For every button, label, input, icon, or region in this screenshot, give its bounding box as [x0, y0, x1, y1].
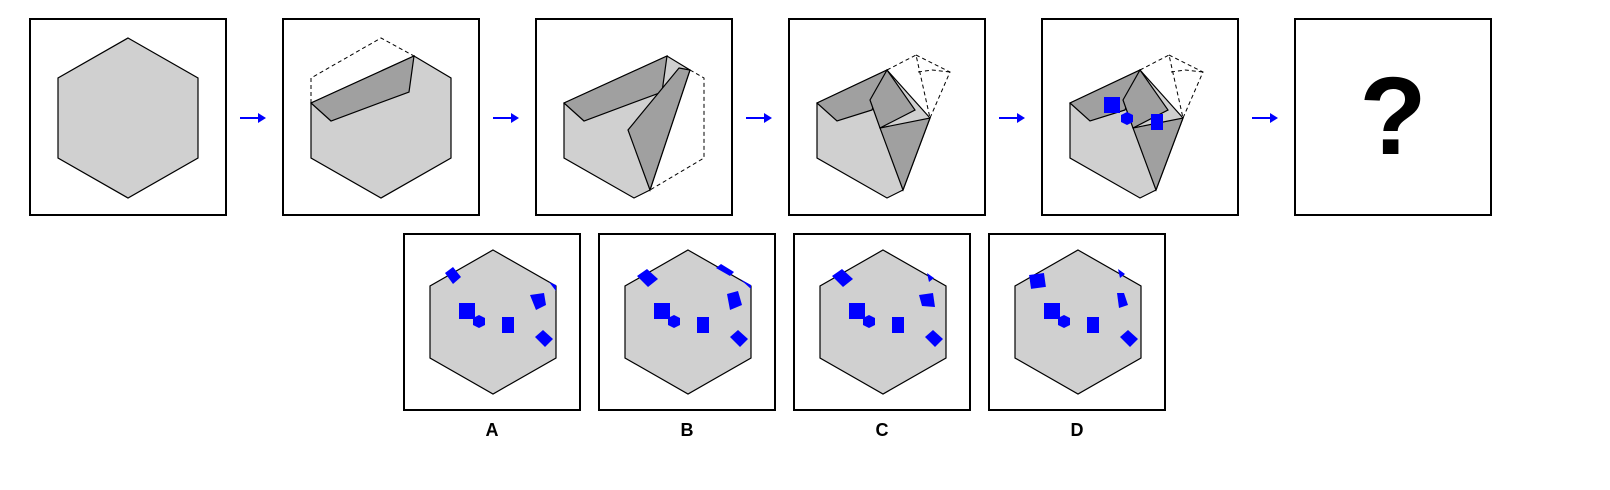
hole-top-left	[1029, 272, 1046, 289]
hole-rectangle	[1087, 317, 1099, 333]
hole-rectangle	[502, 317, 514, 333]
option-c-figure	[819, 249, 947, 395]
option-b-label[interactable]: B	[680, 420, 694, 440]
option-a-figure	[429, 249, 557, 395]
hole-square	[459, 303, 475, 319]
hole-square	[1044, 303, 1060, 319]
hole-right-middle	[530, 293, 546, 310]
hole-top-right-edge	[740, 279, 751, 289]
hole-square	[654, 303, 670, 319]
hole-square	[849, 303, 865, 319]
hole-right-middle	[1117, 293, 1128, 308]
hole-right-lower	[730, 330, 748, 347]
square-hole	[1104, 97, 1120, 113]
hole-hexagon	[473, 315, 485, 328]
hole-top-right	[927, 273, 934, 282]
hole-top-right	[716, 264, 734, 276]
hole-top-left	[832, 269, 853, 287]
option-c-panel[interactable]	[793, 233, 971, 411]
step-5-panel	[1041, 18, 1239, 216]
step-2-panel	[282, 18, 480, 216]
original-outline-dashed-1	[1139, 54, 1184, 119]
step-1-panel	[29, 18, 227, 216]
hole-top-right	[549, 282, 556, 291]
original-outline-dashed	[310, 37, 415, 103]
hole-top-right	[1118, 269, 1125, 278]
answer-panel: ?	[1294, 18, 1492, 216]
hole-right-lower	[1120, 330, 1138, 347]
unfolded-hexagon	[1014, 249, 1142, 395]
fold-flap-1	[815, 68, 889, 122]
original-outline-dashed-2	[915, 54, 951, 119]
arrow-3	[746, 113, 772, 123]
hexagon-hole	[1121, 112, 1133, 125]
rectangle-hole	[1151, 114, 1163, 130]
question-mark: ?	[1359, 55, 1427, 178]
arrow-5	[1252, 113, 1278, 123]
arrow-1	[240, 113, 266, 123]
fold-flap-1	[1068, 68, 1142, 122]
step-4-panel	[788, 18, 986, 216]
fold-flap-2	[627, 67, 691, 192]
original-outline-dashed-3	[917, 69, 951, 73]
step-2-figure	[309, 37, 452, 199]
option-b-panel[interactable]	[598, 233, 776, 411]
original-outline-dashed-1	[886, 54, 931, 119]
arrow-2	[493, 113, 519, 123]
hole-top-left	[445, 267, 461, 284]
option-c-label[interactable]: C	[875, 420, 889, 440]
option-d-label[interactable]: D	[1070, 420, 1084, 440]
hole-hexagon	[668, 315, 680, 328]
step-3-figure	[562, 55, 705, 199]
hole-rectangle	[892, 317, 904, 333]
step-1-figure	[57, 37, 199, 199]
hole-hexagon	[863, 315, 875, 328]
option-d-figure	[1014, 249, 1142, 395]
hole-right-lower	[925, 330, 943, 347]
hole-right-middle	[727, 291, 742, 310]
original-outline-dashed-3	[1170, 69, 1204, 73]
step-4-figure	[815, 54, 951, 199]
hole-top-left	[637, 269, 658, 287]
hole-rectangle	[697, 317, 709, 333]
original-outline-dashed-2	[1168, 54, 1204, 119]
hole-right-middle	[919, 293, 935, 307]
hole-hexagon	[1058, 315, 1070, 328]
fold-flap	[309, 55, 415, 122]
hexagon-paper	[57, 37, 199, 199]
unfolded-hexagon	[819, 249, 947, 395]
option-d-panel[interactable]	[988, 233, 1166, 411]
option-a-panel[interactable]	[403, 233, 581, 411]
original-outline-dashed	[649, 69, 705, 191]
fold-flap-3	[879, 117, 931, 192]
step-3-panel	[535, 18, 733, 216]
hole-right-lower	[535, 330, 553, 347]
arrow-4	[999, 113, 1025, 123]
option-a-label[interactable]: A	[485, 420, 499, 440]
option-b-figure	[624, 249, 752, 395]
step-5-figure	[1068, 54, 1204, 199]
